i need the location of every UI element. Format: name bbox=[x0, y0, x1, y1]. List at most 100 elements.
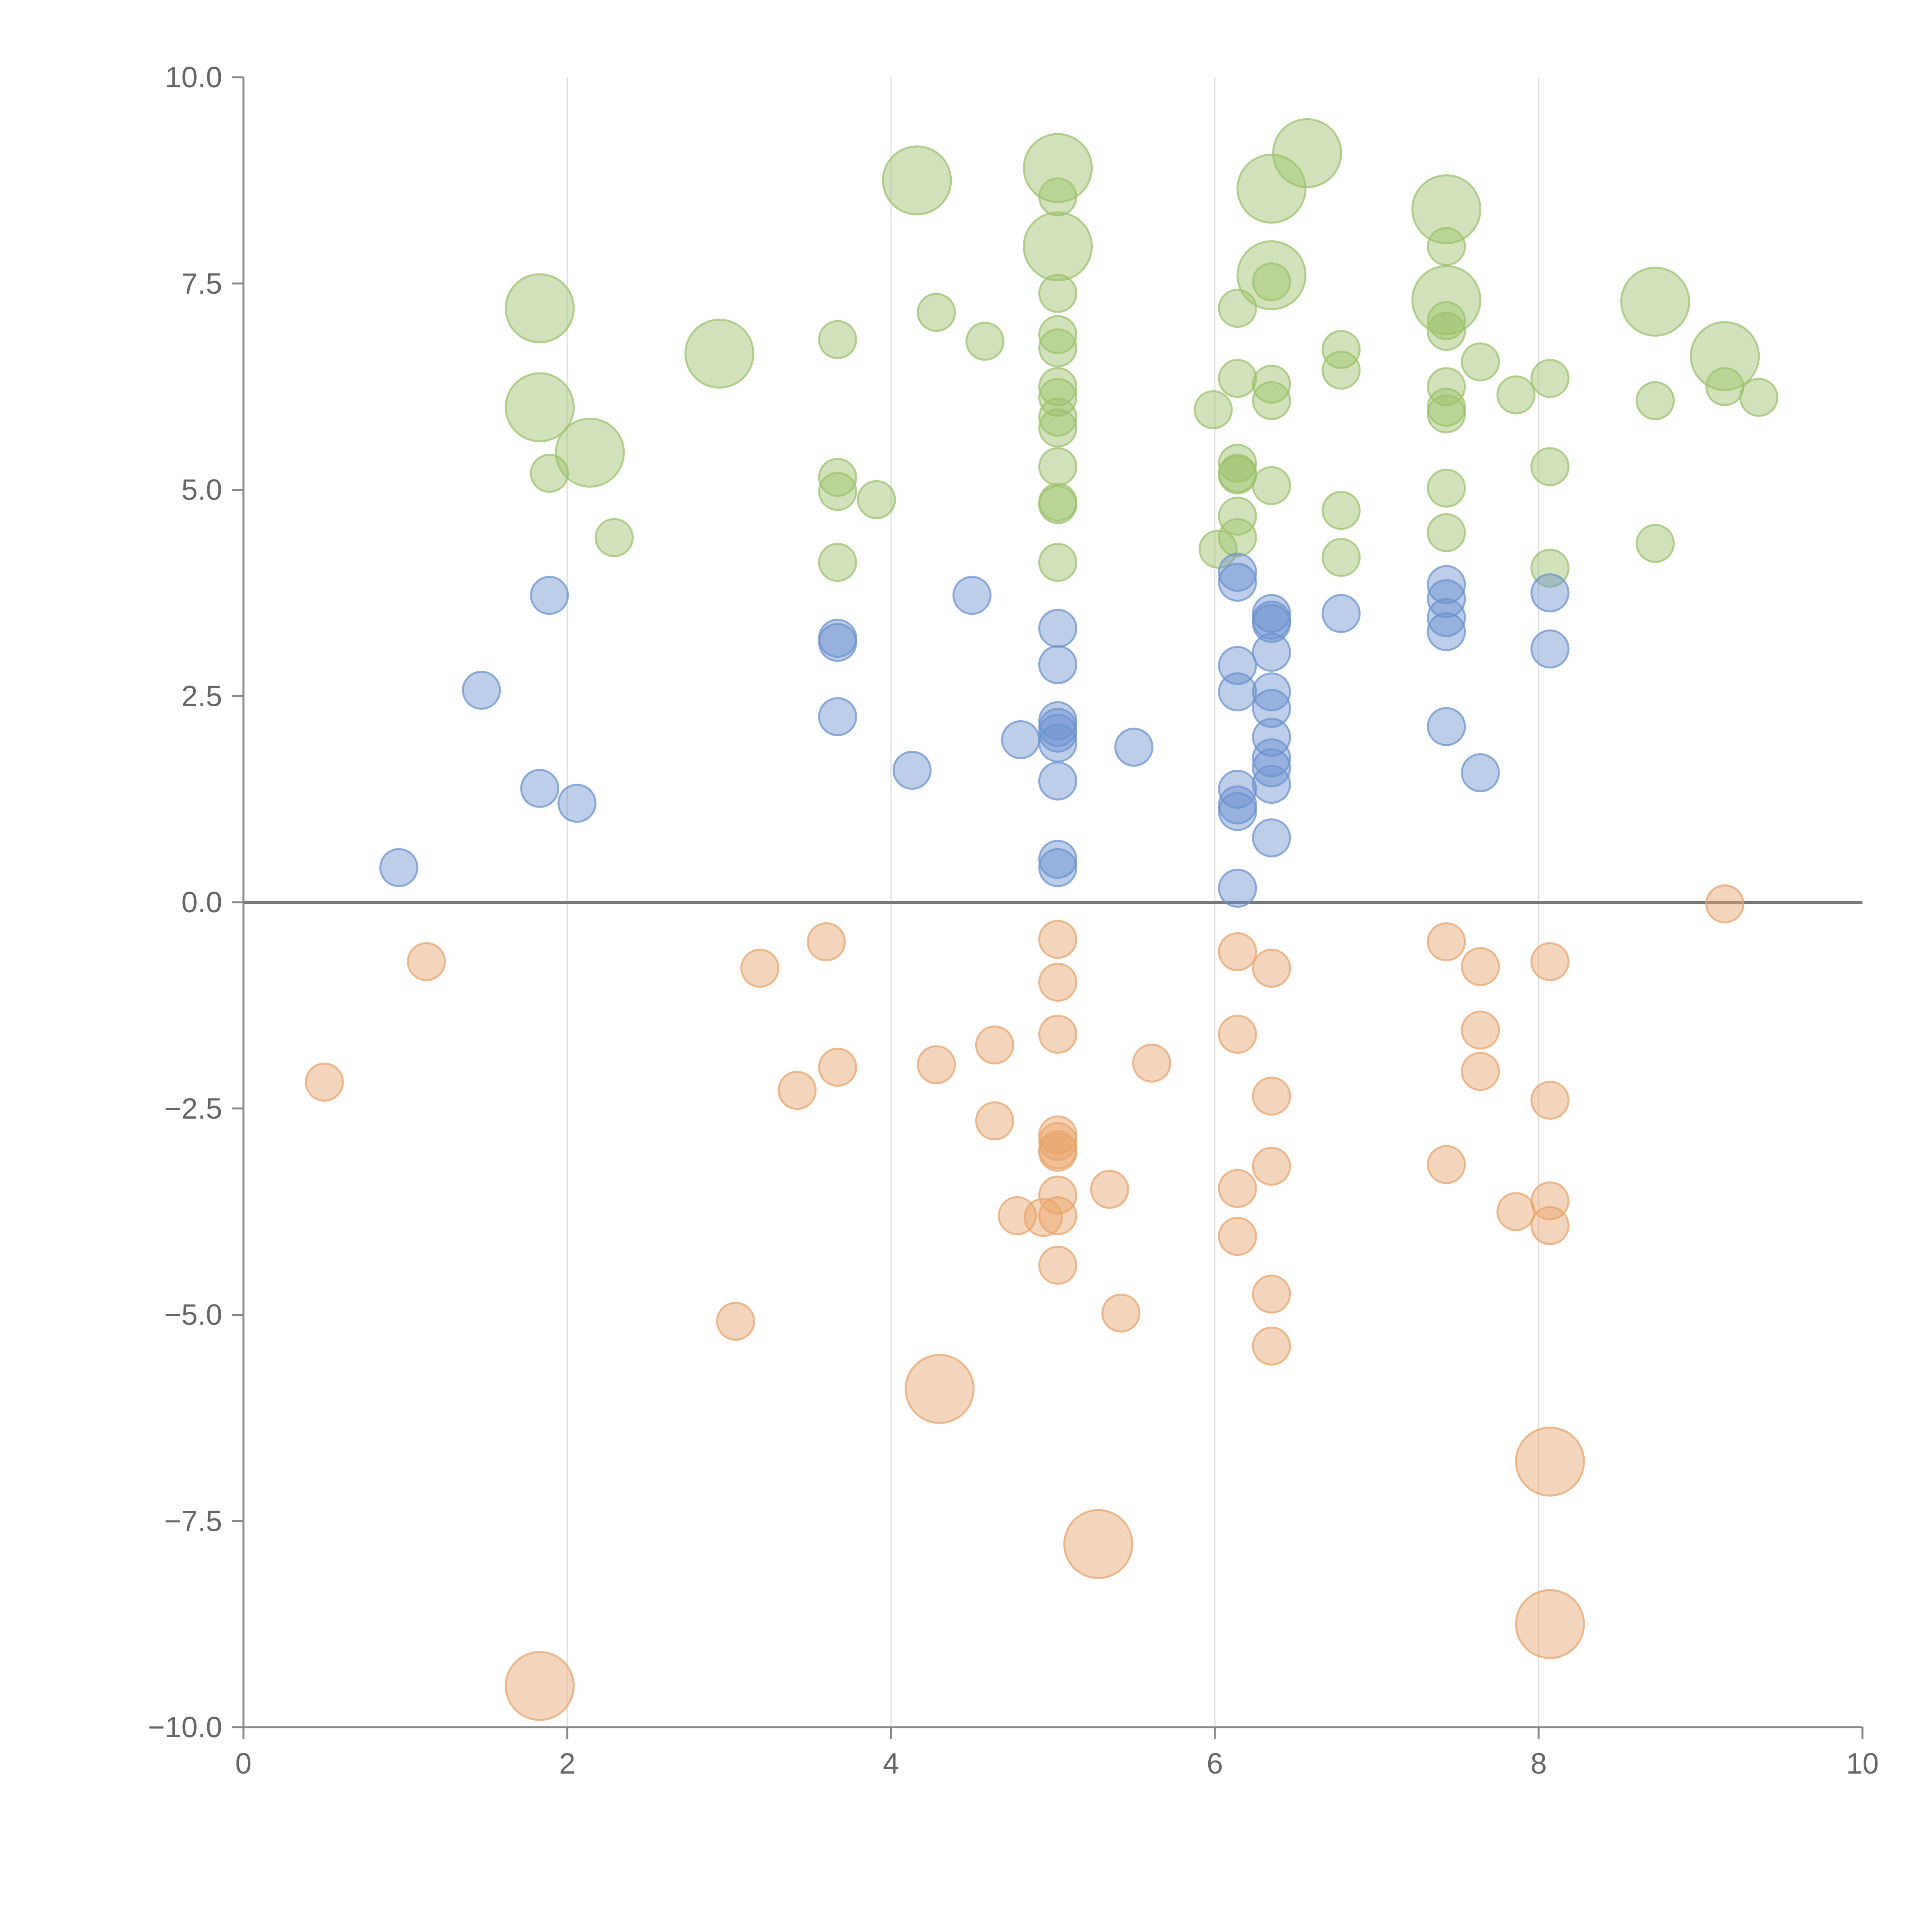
x-tick-label: 6 bbox=[1207, 1747, 1223, 1780]
data-point bbox=[1132, 1043, 1172, 1083]
data-point bbox=[716, 1302, 755, 1341]
data-point bbox=[1038, 378, 1078, 417]
data-point bbox=[1690, 321, 1760, 391]
data-point bbox=[1218, 869, 1257, 908]
data-point bbox=[1038, 274, 1078, 313]
y-tick-label: −5.0 bbox=[164, 1299, 222, 1332]
data-point bbox=[1001, 720, 1040, 759]
data-point bbox=[1218, 563, 1257, 602]
data-point bbox=[1114, 728, 1153, 767]
data-point bbox=[818, 472, 857, 511]
data-point bbox=[1252, 381, 1291, 420]
data-point bbox=[1427, 367, 1466, 406]
data-point bbox=[1530, 1206, 1570, 1245]
y-tick-label: 2.5 bbox=[181, 680, 222, 713]
data-point bbox=[1038, 315, 1078, 354]
data-point bbox=[1461, 342, 1500, 382]
data-point bbox=[1427, 394, 1466, 434]
data-point bbox=[952, 576, 992, 615]
data-point bbox=[1252, 718, 1291, 757]
data-point bbox=[684, 318, 755, 389]
data-point bbox=[1218, 932, 1257, 971]
data-point bbox=[818, 320, 857, 359]
data-point bbox=[1411, 174, 1481, 245]
data-point bbox=[1038, 1245, 1078, 1285]
data-point bbox=[1038, 1196, 1078, 1235]
data-point bbox=[1321, 330, 1361, 369]
data-point bbox=[1024, 1198, 1063, 1237]
x-tick-label: 0 bbox=[235, 1747, 252, 1780]
data-point bbox=[1530, 573, 1570, 612]
data-point bbox=[1461, 1052, 1500, 1091]
data-point bbox=[818, 1048, 857, 1087]
data-point bbox=[1038, 920, 1078, 959]
data-point bbox=[1252, 604, 1291, 643]
x-tick-label: 8 bbox=[1531, 1747, 1547, 1780]
data-point bbox=[530, 576, 569, 615]
data-point bbox=[1236, 240, 1307, 310]
data-point bbox=[1427, 227, 1466, 266]
data-point bbox=[1236, 153, 1307, 224]
data-point bbox=[1101, 1293, 1141, 1333]
data-point bbox=[1218, 1217, 1257, 1256]
data-point bbox=[1496, 1192, 1536, 1231]
data-point bbox=[1530, 629, 1570, 669]
data-point bbox=[1063, 1509, 1133, 1579]
data-point bbox=[1198, 529, 1238, 569]
data-point bbox=[818, 457, 857, 497]
data-point bbox=[1252, 1146, 1291, 1186]
data-point bbox=[1252, 765, 1291, 804]
data-point bbox=[1272, 118, 1342, 188]
data-point bbox=[1427, 565, 1466, 604]
data-point bbox=[520, 769, 560, 808]
data-point bbox=[965, 321, 1005, 361]
data-point bbox=[857, 480, 896, 519]
data-point bbox=[1038, 177, 1078, 217]
data-point bbox=[806, 922, 846, 961]
data-point bbox=[917, 293, 956, 332]
data-point bbox=[305, 1062, 344, 1102]
y-tick-label: 0.0 bbox=[181, 886, 222, 919]
data-point bbox=[1218, 518, 1257, 557]
data-point bbox=[1038, 408, 1078, 447]
data-point bbox=[1038, 367, 1078, 406]
data-point bbox=[1023, 133, 1093, 203]
axes: 10.0 7.5 5.0 2.5 0.0 −2.5 −5.0 −7.5 −10.0 0 2 4 6 8 10 bbox=[148, 61, 1879, 1780]
data-point bbox=[818, 697, 857, 736]
data-point bbox=[1252, 262, 1291, 301]
data-point bbox=[1218, 672, 1257, 712]
data-point bbox=[1218, 359, 1257, 398]
x-tick-label: 10 bbox=[1846, 1747, 1879, 1780]
data-point bbox=[1427, 612, 1466, 651]
data-point bbox=[882, 145, 952, 216]
data-point bbox=[1038, 723, 1078, 763]
x-tick-label: 2 bbox=[559, 1747, 575, 1780]
data-point bbox=[1530, 447, 1570, 486]
data-point bbox=[1427, 312, 1466, 351]
y-tick-label: −2.5 bbox=[164, 1092, 222, 1125]
data-point bbox=[505, 1651, 575, 1721]
data-point bbox=[1218, 770, 1257, 809]
data-point bbox=[892, 750, 932, 790]
data-point bbox=[1427, 707, 1466, 746]
data-point bbox=[1636, 524, 1675, 563]
data-point bbox=[1427, 301, 1466, 340]
data-point bbox=[1218, 1169, 1257, 1208]
data-point bbox=[818, 543, 857, 582]
data-point bbox=[555, 417, 625, 488]
data-point bbox=[1252, 633, 1291, 672]
data-point bbox=[505, 372, 575, 442]
data-point bbox=[1321, 350, 1361, 390]
data-point bbox=[1427, 468, 1466, 508]
data-point bbox=[1515, 1427, 1585, 1497]
data-point bbox=[1461, 1010, 1500, 1050]
y-tick-label: 5.0 bbox=[181, 474, 222, 507]
data-point bbox=[1023, 211, 1093, 282]
data-point bbox=[917, 1045, 956, 1085]
data-point bbox=[1321, 491, 1361, 530]
data-point bbox=[1411, 265, 1481, 335]
data-point bbox=[1252, 364, 1291, 404]
data-point bbox=[406, 942, 446, 981]
